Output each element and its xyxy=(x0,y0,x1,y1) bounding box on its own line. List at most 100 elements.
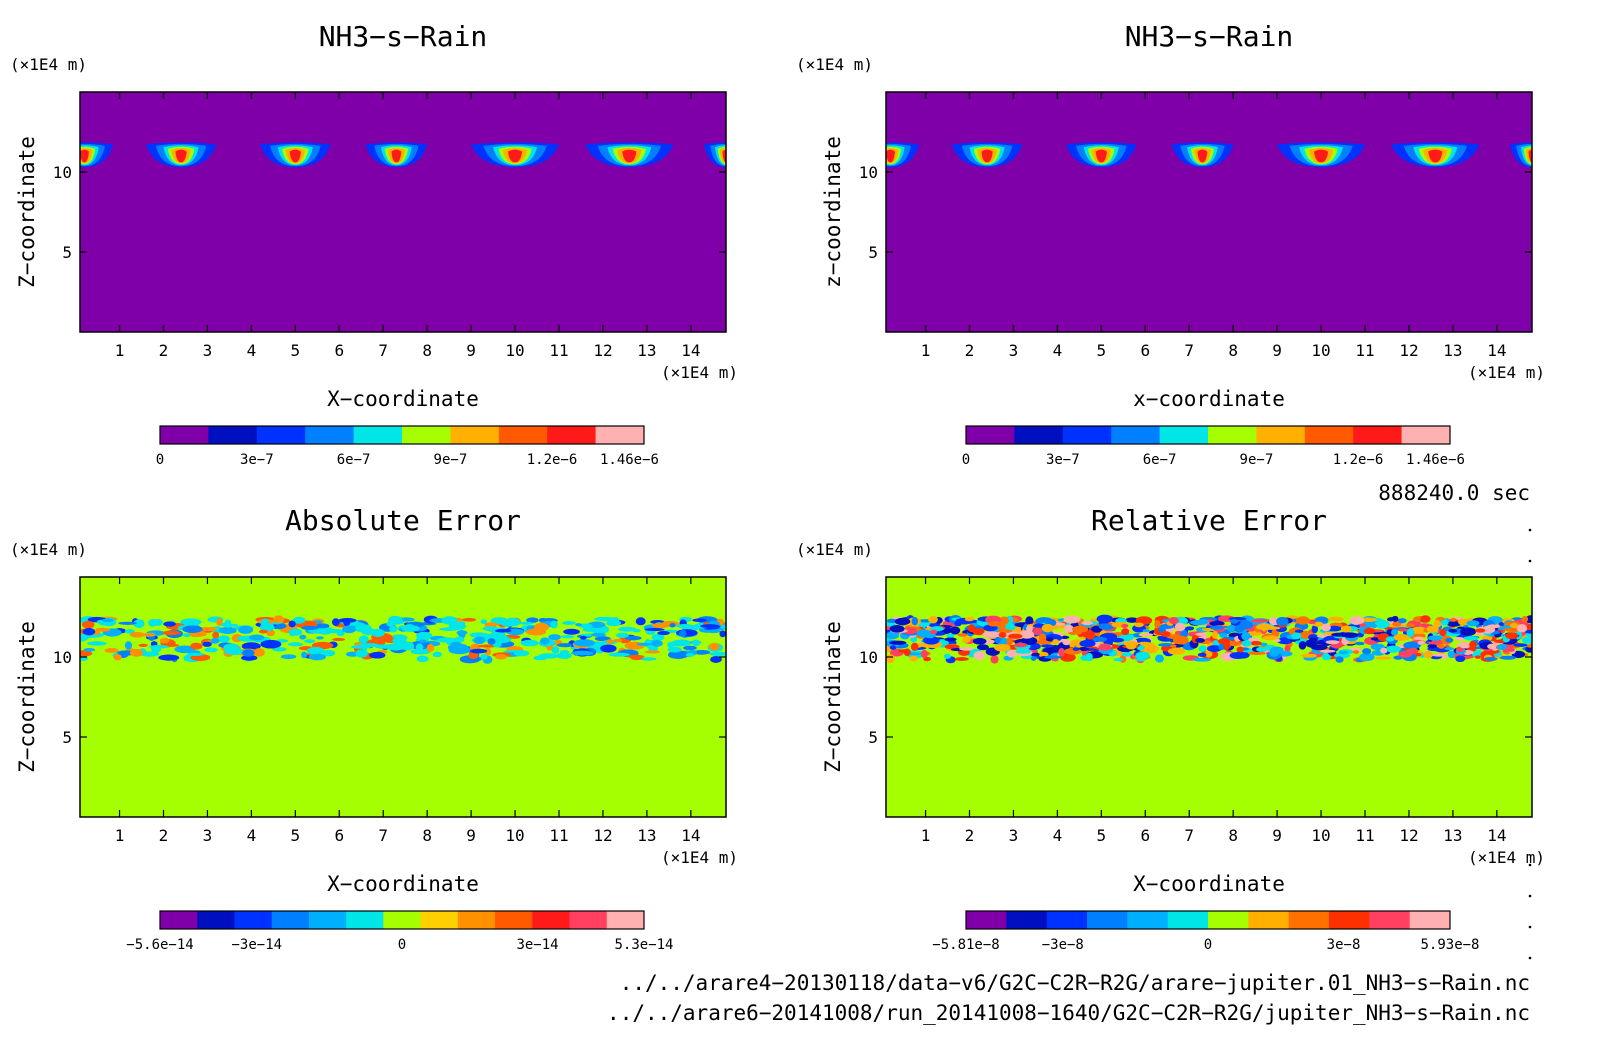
noise-blob xyxy=(1445,637,1454,643)
panel-title: NH3−s−Rain xyxy=(1125,20,1294,53)
y-unit-label: (×1E4 m) xyxy=(796,540,873,559)
noise-blob xyxy=(1155,654,1164,663)
noise-blob xyxy=(80,650,93,657)
colorbar-swatch xyxy=(595,426,645,444)
noise-blob xyxy=(910,642,919,651)
noise-blob xyxy=(1391,615,1399,622)
noise-blob xyxy=(886,621,896,627)
noise-blob xyxy=(1403,641,1421,650)
colorbar-swatch xyxy=(256,426,306,444)
noise-blob xyxy=(571,650,593,656)
noise-blob xyxy=(1121,628,1130,636)
x-tick-label: 8 xyxy=(422,826,432,845)
noise-blob xyxy=(548,634,561,641)
noise-blob xyxy=(1020,636,1038,645)
noise-blob xyxy=(709,651,726,656)
noise-blob xyxy=(1040,644,1054,648)
noise-blob xyxy=(1168,617,1179,625)
y-axis-label: Z−coordinate xyxy=(15,136,39,288)
y-axis-label: Z−coordinate xyxy=(821,621,845,773)
noise-blob xyxy=(1321,652,1332,661)
noise-blob xyxy=(1474,628,1486,633)
noise-blob xyxy=(994,636,1002,644)
x-tick-label: 6 xyxy=(334,341,344,360)
colorbar-swatch xyxy=(420,911,459,929)
x-axis-label: X−coordinate xyxy=(327,387,479,411)
noise-blob xyxy=(1038,651,1049,658)
noise-blob xyxy=(644,627,665,632)
x-tick-label: 9 xyxy=(466,826,476,845)
noise-blob xyxy=(1096,614,1113,624)
rain-cell xyxy=(1510,142,1532,168)
error-noise xyxy=(80,615,726,664)
y-unit-label: (×1E4 m) xyxy=(796,55,873,74)
noise-blob xyxy=(903,648,911,657)
noise-blob xyxy=(999,616,1010,625)
noise-blob xyxy=(994,643,1011,652)
noise-blob xyxy=(520,639,539,647)
noise-blob xyxy=(1006,637,1013,646)
x-tick-label: 3 xyxy=(203,341,213,360)
noise-blob xyxy=(306,646,325,655)
colorbar: 0 3e−7 6e−7 9e−7 1.2e−6 1.46e−6 xyxy=(962,425,1465,468)
colorbar-swatch xyxy=(208,426,258,444)
noise-blob xyxy=(667,646,682,653)
colorbar-tick-label: 1.2e−6 xyxy=(527,452,578,468)
x-unit-label: (×1E4 m) xyxy=(1468,848,1545,867)
noise-blob xyxy=(916,629,932,638)
noise-blob xyxy=(1391,629,1399,636)
noise-blob xyxy=(1397,628,1410,632)
noise-blob xyxy=(1158,643,1174,647)
noise-blob xyxy=(959,646,974,651)
noise-blob xyxy=(480,619,488,625)
noise-blob xyxy=(1197,618,1209,625)
heatmap-field xyxy=(886,92,1532,332)
y-tick-label: 10 xyxy=(859,163,878,182)
field-marks xyxy=(80,142,726,168)
noise-blob xyxy=(224,647,244,656)
noise-blob xyxy=(1380,647,1388,654)
plot-frame xyxy=(79,91,727,333)
noise-blob xyxy=(301,625,319,631)
noise-blob xyxy=(1008,633,1023,639)
noise-blob xyxy=(241,642,261,651)
x-tick-label: 4 xyxy=(1053,826,1063,845)
rain-cell xyxy=(365,142,428,168)
x-tick-label: 1 xyxy=(921,826,931,845)
noise-blob xyxy=(124,629,135,634)
noise-blob xyxy=(1072,647,1080,651)
field-marks xyxy=(886,142,1532,168)
noise-blob xyxy=(534,622,549,632)
x-tick-label: 5 xyxy=(1097,341,1107,360)
noise-blob xyxy=(886,631,900,640)
cell-contour xyxy=(1428,149,1443,163)
panel-bottom-left: Absolute Error (×1E4 m) 1 2 3 4 5 6 7 8 9 10 11 12 1… xyxy=(10,504,738,953)
noise-blob xyxy=(1426,625,1439,633)
noise-blob xyxy=(1239,620,1254,630)
noise-blob xyxy=(1521,636,1532,644)
x-tick-label: 14 xyxy=(681,826,700,845)
colorbar-tick-label: 6e−7 xyxy=(1143,452,1177,468)
noise-blob xyxy=(1273,638,1281,643)
time-label: 888240.0 sec xyxy=(1378,481,1530,505)
noise-blob xyxy=(1427,635,1443,641)
noise-blob xyxy=(238,625,254,634)
noise-blob xyxy=(1431,653,1447,657)
x-tick-label: 10 xyxy=(505,826,524,845)
noise-blob xyxy=(1230,618,1238,624)
y-tick-label: 5 xyxy=(868,243,878,262)
panel-top-right: NH3−s−Rain (×1E4 m) 1 2 3 4 5 6 7 8 9 10 11 12 13 145… xyxy=(796,20,1545,468)
noise-blob xyxy=(929,629,938,635)
field-background xyxy=(886,92,1532,332)
noise-blob xyxy=(441,616,458,625)
colorbar-swatch xyxy=(1127,911,1169,929)
panel-title: NH3−s−Rain xyxy=(319,20,488,53)
noise-blob xyxy=(1458,618,1469,626)
noise-blob xyxy=(1081,620,1093,626)
noise-blob xyxy=(1437,643,1445,649)
colorbar-swatch xyxy=(1409,911,1451,929)
noise-blob xyxy=(972,628,985,636)
noise-blob xyxy=(1496,643,1508,650)
noise-blob xyxy=(272,647,287,652)
